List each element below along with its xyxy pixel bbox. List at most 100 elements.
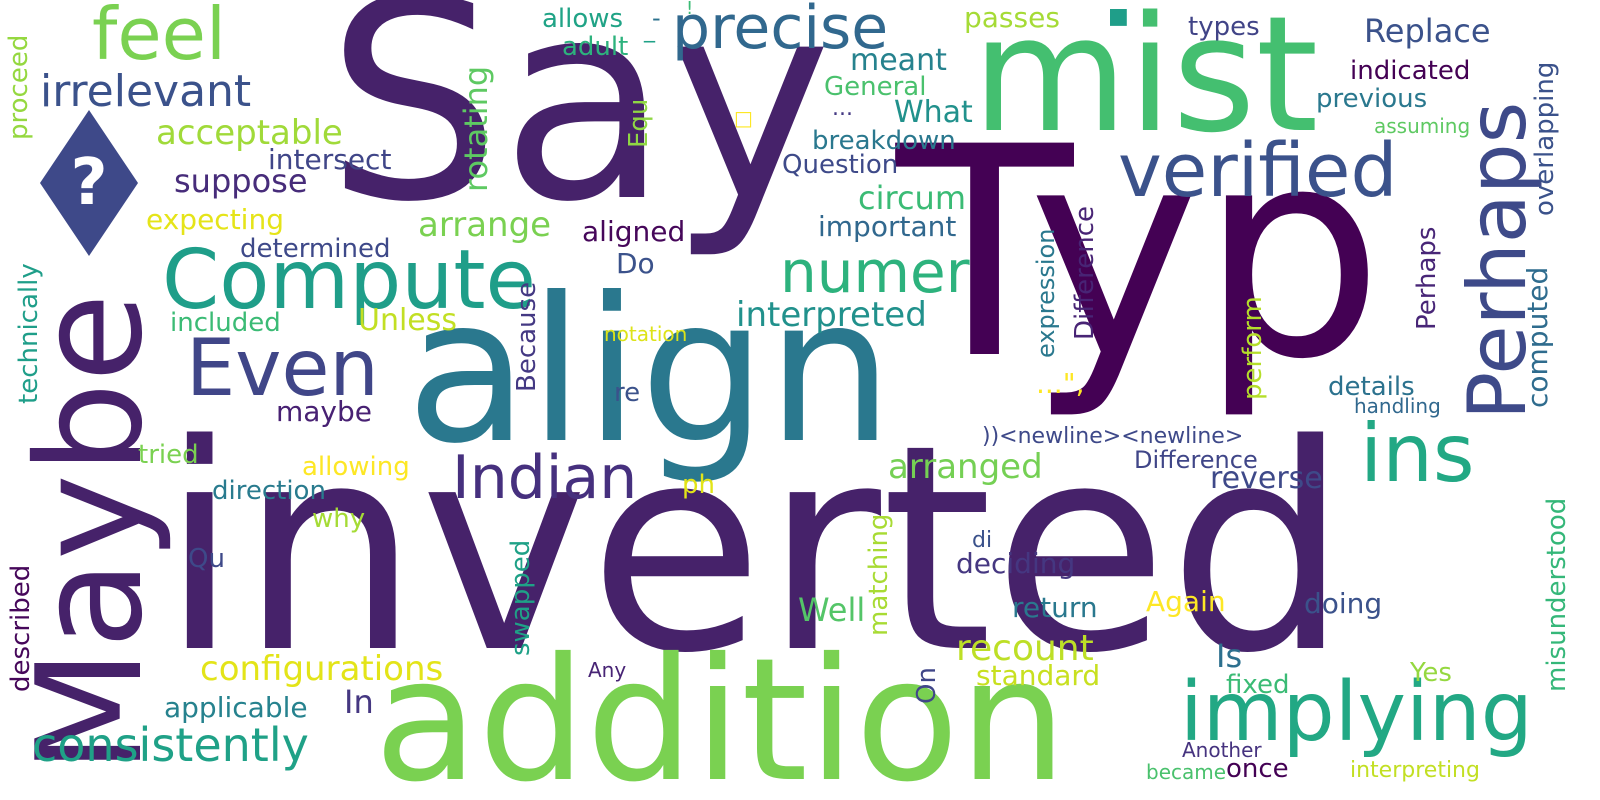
word-well: Well <box>798 591 866 629</box>
word-misunderstood: misunderstood <box>1542 497 1572 692</box>
word-any: Any <box>588 658 627 682</box>
question-diamond-glyph: ? <box>70 146 107 220</box>
word-ellipsis: ... <box>832 96 853 121</box>
word-is: Is <box>1216 637 1243 675</box>
word-reverse: reverse <box>1210 461 1323 496</box>
word-general: General <box>824 72 927 102</box>
word-allowing: allowing <box>302 452 410 482</box>
word-configurations: configurations <box>200 649 444 689</box>
word-mist: mist <box>972 0 1319 168</box>
word-question: Question <box>782 150 899 180</box>
word-difference: Difference <box>1134 446 1258 474</box>
word-arranged: arranged <box>888 447 1043 487</box>
word-suppose: suppose <box>174 162 308 200</box>
word-newline-token: ))<newline><newline> <box>982 424 1244 449</box>
word-dash: - <box>652 4 661 32</box>
word-irrelevant: irrelevant <box>40 66 252 117</box>
word-compute: Compute <box>162 233 536 328</box>
word-ins: ins <box>1360 407 1475 500</box>
word-technically: technically <box>14 263 44 404</box>
word-return: return <box>1012 591 1098 624</box>
word-exclamation: ! <box>686 0 694 19</box>
word-aligned: aligned <box>582 215 686 248</box>
word-computed: computed <box>1521 266 1554 408</box>
word-assuming: assuming <box>1374 114 1471 138</box>
word-difference-vertical: Difference <box>1070 205 1100 340</box>
word-implying: implying <box>1180 665 1533 760</box>
word-quote-ellipsis: ...", <box>1036 367 1085 400</box>
word-became: became <box>1146 760 1227 784</box>
word-arrange: arrange <box>418 205 552 245</box>
word-maybe-small: maybe <box>276 395 373 428</box>
word-typ: Typ <box>896 86 1384 423</box>
word-verified: verified <box>1118 128 1398 214</box>
word-swapped: swapped <box>506 539 536 656</box>
word-re: re <box>614 378 641 408</box>
word-addition: addition <box>374 622 1067 800</box>
word-matching: matching <box>864 513 894 636</box>
word-included: included <box>170 308 281 338</box>
word-indicated: indicated <box>1350 56 1471 86</box>
word-fixed: fixed <box>1226 670 1290 700</box>
word-applicable: applicable <box>164 691 308 724</box>
word-standard: standard <box>976 659 1101 692</box>
word-equ: Equ <box>624 98 654 148</box>
word-interpreted: interpreted <box>736 295 927 335</box>
word-direction: direction <box>212 476 326 506</box>
word-even: Even <box>186 324 379 414</box>
word-handling: handling <box>1354 394 1441 418</box>
word-why: why <box>312 504 366 534</box>
word-perhaps-small: Perhaps <box>1412 226 1442 330</box>
word-say: Say <box>326 0 832 262</box>
word-again: Again <box>1146 585 1226 618</box>
word-intersect: intersect <box>268 143 392 176</box>
word-square-glyph: ■ <box>1108 4 1129 29</box>
word-on: On <box>912 667 942 704</box>
word-overlapping: overlapping <box>1530 61 1560 216</box>
word-important: important <box>818 210 957 243</box>
word-passes: passes <box>964 1 1060 34</box>
word-feel: feel <box>92 0 226 76</box>
word-rotating: rotating <box>457 65 495 192</box>
word-numer: numer <box>780 238 970 306</box>
word-box-glyph: □ <box>734 106 753 130</box>
word-allows: allows <box>542 4 624 34</box>
word-expecting: expecting <box>146 203 284 236</box>
word-determined: determined <box>240 234 391 264</box>
word-once: once <box>1226 754 1289 784</box>
word-recount: recount <box>956 628 1094 669</box>
word-what: What <box>894 95 973 130</box>
word-inverted: inverted <box>160 384 1349 716</box>
word-indian: Indian <box>452 443 638 513</box>
word-meant: meant <box>850 43 947 78</box>
word-adult: adult <box>562 32 629 62</box>
question-diamond-shape <box>40 110 138 256</box>
word-perform: perform <box>1238 296 1268 400</box>
word-proceed: proceed <box>4 34 34 140</box>
word-interpreting: interpreting <box>1350 758 1480 783</box>
word-doing: doing <box>1304 587 1383 620</box>
word-align: align <box>406 255 894 488</box>
question-diamond-icon: ? <box>40 110 138 256</box>
word-previous: previous <box>1316 84 1428 114</box>
word-described: described <box>6 564 36 692</box>
word-replace: Replace <box>1364 12 1491 50</box>
word-expression: expression <box>1032 228 1060 358</box>
word-acceptable: acceptable <box>156 113 343 153</box>
word-underscore: _ <box>644 18 655 43</box>
word-deciding: deciding <box>956 547 1076 580</box>
word-precise: precise <box>672 0 889 63</box>
word-qu: Qu <box>188 544 225 574</box>
word-because: Because <box>512 281 542 392</box>
word-another: Another <box>1182 738 1262 762</box>
word-ph: ph <box>682 470 715 500</box>
word-yes: Yes <box>1410 658 1452 688</box>
word-circum: circum <box>858 179 966 217</box>
word-tried: tried <box>138 440 199 470</box>
word-notation: notation <box>604 322 688 346</box>
word-types: types <box>1188 12 1260 42</box>
word-details: details <box>1328 372 1415 402</box>
word-in: In <box>344 683 374 721</box>
word-do: Do <box>616 247 655 280</box>
